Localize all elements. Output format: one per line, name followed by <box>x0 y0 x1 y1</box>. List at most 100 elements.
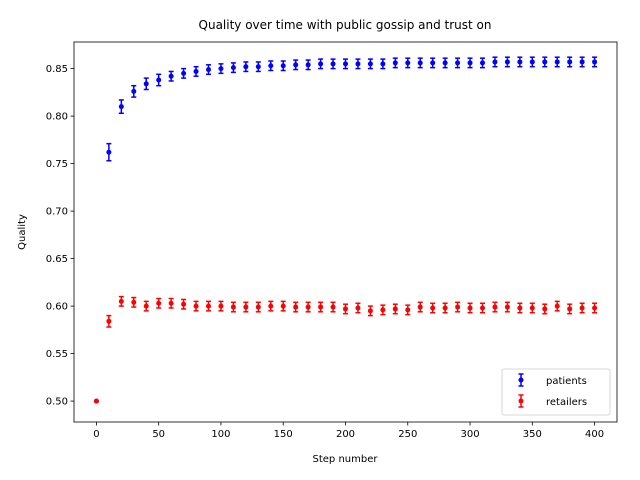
marker <box>318 304 324 310</box>
marker <box>106 318 112 324</box>
data-point-patients <box>592 56 598 68</box>
marker <box>592 305 598 311</box>
data-point-patients <box>392 57 398 69</box>
legend-label-patients: patients <box>546 376 587 387</box>
marker <box>592 59 598 65</box>
marker <box>417 60 423 66</box>
marker <box>230 65 236 71</box>
y-axis-label: Quality <box>17 214 28 250</box>
data-point-patients <box>230 62 236 74</box>
data-point-patients <box>479 57 485 69</box>
marker <box>131 88 137 94</box>
marker <box>467 60 473 66</box>
series-retailers <box>93 295 598 404</box>
marker <box>479 60 485 66</box>
x-tick-label: 100 <box>211 429 230 440</box>
data-point-retailers <box>268 300 274 312</box>
marker <box>517 305 523 311</box>
marker <box>380 307 386 313</box>
data-point-retailers <box>206 300 212 312</box>
marker <box>579 305 585 311</box>
marker <box>504 304 510 310</box>
marker <box>143 303 149 309</box>
marker <box>542 59 548 65</box>
data-point-patients <box>542 56 548 68</box>
plot-frame <box>73 41 618 423</box>
marker <box>367 308 373 314</box>
data-point-patients <box>193 65 199 77</box>
data-point-retailers <box>467 302 473 314</box>
marker <box>218 303 224 309</box>
marker <box>343 61 348 67</box>
marker <box>131 299 137 305</box>
data-point-patients <box>305 59 311 71</box>
data-point-patients <box>380 58 386 70</box>
data-point-retailers <box>380 304 386 316</box>
data-point-patients <box>206 64 212 76</box>
data-point-retailers <box>367 305 373 317</box>
data-point-retailers <box>93 398 99 404</box>
data-point-retailers <box>243 301 249 313</box>
data-point-retailers <box>255 301 261 313</box>
marker <box>355 61 361 67</box>
marker <box>330 304 336 310</box>
series-patients <box>93 56 598 404</box>
data-point-patients <box>504 56 510 68</box>
y-tick-label: 0.75 <box>46 159 68 170</box>
x-tick-label: 400 <box>585 429 604 440</box>
data-point-patients <box>442 57 448 69</box>
y-tick-label: 0.80 <box>46 112 68 123</box>
data-point-patients <box>554 56 560 68</box>
marker <box>380 61 386 67</box>
marker <box>143 81 149 87</box>
marker <box>181 301 187 307</box>
data-point-patients <box>330 58 336 70</box>
data-point-retailers <box>293 301 299 313</box>
data-point-patients <box>367 58 373 70</box>
data-point-patients <box>268 60 274 72</box>
data-point-patients <box>106 142 112 162</box>
marker <box>492 59 498 65</box>
marker <box>467 305 473 311</box>
data-point-retailers <box>106 314 112 328</box>
marker <box>106 149 112 155</box>
plot-area: 0 50 100 150 200 250 300 350 400 0.50 0.55 0.60 0.65… <box>46 56 604 440</box>
data-point-retailers <box>156 297 162 309</box>
data-point-patients <box>218 63 224 75</box>
y-tick-label: 0.55 <box>46 349 68 360</box>
data-point-retailers <box>218 300 224 312</box>
data-point-retailers <box>430 302 436 314</box>
data-point-patients <box>417 57 423 69</box>
marker <box>392 306 398 312</box>
y-tick-label: 0.65 <box>46 254 68 265</box>
marker <box>206 67 212 73</box>
marker <box>330 61 336 67</box>
marker <box>492 304 498 310</box>
data-point-patients <box>280 60 286 72</box>
marker <box>430 60 436 66</box>
x-tick-label: 350 <box>523 429 542 440</box>
data-point-retailers <box>343 303 348 315</box>
data-point-patients <box>529 56 535 68</box>
marker <box>442 305 448 311</box>
legend-marker-patients <box>518 373 524 387</box>
data-point-patients <box>517 56 523 68</box>
marker <box>193 303 199 309</box>
data-point-retailers <box>280 300 286 312</box>
marker <box>193 68 199 74</box>
data-point-patients <box>255 61 261 73</box>
legend-box <box>501 368 611 416</box>
marker <box>504 59 510 65</box>
data-point-patients <box>168 70 174 82</box>
data-point-patients <box>131 84 137 98</box>
data-point-retailers <box>542 303 548 315</box>
marker <box>118 104 124 110</box>
marker <box>405 307 411 313</box>
marker <box>567 59 573 65</box>
data-point-retailers <box>181 298 187 310</box>
marker <box>206 303 212 309</box>
marker <box>430 305 436 311</box>
marker <box>293 304 299 310</box>
data-point-patients <box>318 58 324 70</box>
